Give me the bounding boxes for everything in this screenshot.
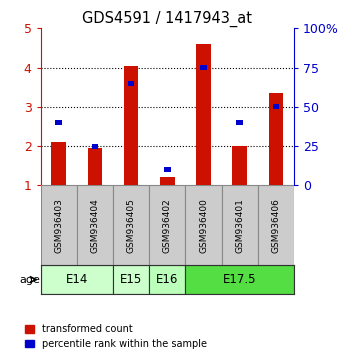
FancyBboxPatch shape [77, 185, 113, 265]
Text: GSM936404: GSM936404 [90, 198, 99, 253]
Title: GDS4591 / 1417943_at: GDS4591 / 1417943_at [82, 11, 252, 27]
Bar [55, 120, 62, 125]
FancyBboxPatch shape [113, 265, 149, 294]
FancyBboxPatch shape [149, 185, 186, 265]
Text: E15: E15 [120, 273, 142, 286]
Bar [128, 81, 134, 86]
FancyBboxPatch shape [186, 185, 222, 265]
Bar [196, 44, 211, 185]
Bar [269, 93, 283, 185]
Bar [237, 120, 243, 125]
Text: E14: E14 [66, 273, 88, 286]
Text: GSM936405: GSM936405 [127, 198, 136, 253]
FancyBboxPatch shape [41, 185, 77, 265]
Bar [124, 65, 138, 185]
Text: GSM936401: GSM936401 [235, 198, 244, 253]
Bar [92, 143, 98, 149]
Text: E17.5: E17.5 [223, 273, 257, 286]
FancyBboxPatch shape [258, 185, 294, 265]
Text: E16: E16 [156, 273, 178, 286]
FancyBboxPatch shape [149, 265, 186, 294]
Bar [164, 167, 171, 172]
Bar [88, 148, 102, 185]
Text: GSM936406: GSM936406 [271, 198, 281, 253]
FancyBboxPatch shape [222, 185, 258, 265]
Text: GSM936403: GSM936403 [54, 198, 63, 253]
Legend: transformed count, percentile rank within the sample: transformed count, percentile rank withi… [25, 324, 207, 349]
Text: GSM936402: GSM936402 [163, 198, 172, 253]
Bar [51, 142, 66, 185]
FancyBboxPatch shape [113, 185, 149, 265]
FancyBboxPatch shape [186, 265, 294, 294]
Bar [200, 65, 207, 70]
Text: age: age [20, 275, 41, 285]
Bar [233, 146, 247, 185]
FancyBboxPatch shape [41, 265, 113, 294]
Text: GSM936400: GSM936400 [199, 198, 208, 253]
Bar [160, 177, 174, 185]
Bar [273, 104, 279, 109]
